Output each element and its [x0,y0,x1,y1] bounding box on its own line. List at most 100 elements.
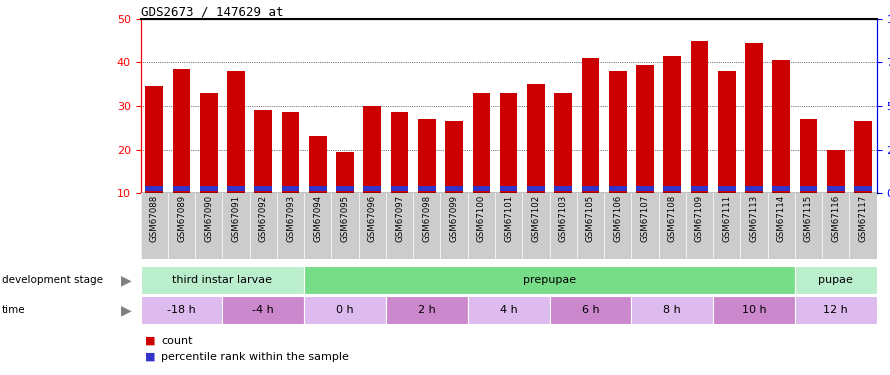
Bar [473,186,490,191]
Text: ■: ■ [145,336,156,345]
Bar [718,71,735,237]
Bar [827,186,845,191]
Bar [255,186,272,191]
Bar [222,296,304,324]
Bar [473,93,490,237]
Text: GSM67097: GSM67097 [395,195,404,242]
Text: 10 h: 10 h [741,305,766,315]
Text: prepupae: prepupae [523,275,576,285]
Text: GSM67092: GSM67092 [259,195,268,242]
Bar [255,110,272,237]
Text: GSM67096: GSM67096 [368,195,376,242]
Text: development stage: development stage [2,275,102,285]
Bar [609,186,627,191]
Bar [304,266,795,294]
Bar [304,296,386,324]
Bar [309,136,327,237]
Bar [609,71,627,237]
Text: GSM67115: GSM67115 [804,195,813,242]
Bar [581,58,599,237]
Text: pupae: pupae [818,275,854,285]
Bar [145,186,163,191]
Text: 8 h: 8 h [663,305,681,315]
Bar [718,186,735,191]
Bar [631,296,713,324]
Bar [309,186,327,191]
Bar [200,93,218,237]
Bar [227,71,245,237]
Text: GSM67091: GSM67091 [231,195,240,242]
Bar [854,121,872,237]
Bar [173,69,190,237]
Bar [799,186,817,191]
Bar [391,186,409,191]
Bar [795,266,877,294]
Text: GSM67093: GSM67093 [286,195,295,242]
Text: GSM67098: GSM67098 [423,195,432,242]
Bar [227,186,245,191]
Text: GSM67107: GSM67107 [641,195,650,242]
Bar [854,186,872,191]
Bar [386,296,468,324]
Text: 4 h: 4 h [500,305,517,315]
Bar [418,186,436,191]
Text: GSM67109: GSM67109 [695,195,704,242]
Text: GSM67102: GSM67102 [531,195,540,242]
Text: ▶: ▶ [121,273,132,287]
Bar [549,296,631,324]
Bar [391,112,409,237]
Bar [636,64,654,237]
Text: third instar larvae: third instar larvae [173,275,272,285]
Bar [691,40,708,237]
Bar [445,121,463,237]
Text: 2 h: 2 h [418,305,436,315]
Text: GSM67116: GSM67116 [831,195,840,242]
Text: GSM67088: GSM67088 [150,195,158,242]
Text: 0 h: 0 h [336,305,354,315]
Bar [827,150,845,237]
Bar [500,93,517,237]
Bar [527,84,545,237]
Bar [173,186,190,191]
Text: percentile rank within the sample: percentile rank within the sample [161,352,349,362]
Bar [527,186,545,191]
Bar [773,186,790,191]
Text: 12 h: 12 h [823,305,848,315]
Text: GSM67113: GSM67113 [749,195,758,242]
Text: GSM67089: GSM67089 [177,195,186,242]
Bar [336,152,354,237]
Text: GSM67099: GSM67099 [449,195,458,242]
Text: GSM67090: GSM67090 [205,195,214,242]
Bar [745,43,763,237]
Bar [663,186,681,191]
Bar [663,56,681,237]
Bar [445,186,463,191]
Text: ▶: ▶ [121,303,132,317]
Text: GSM67111: GSM67111 [722,195,732,242]
Bar [282,186,299,191]
Text: count: count [161,336,192,345]
Text: ■: ■ [145,352,156,362]
Text: -18 h: -18 h [167,305,196,315]
Bar [691,186,708,191]
Bar [581,186,599,191]
Text: GSM67117: GSM67117 [859,195,868,242]
Bar [282,112,299,237]
Text: time: time [2,305,26,315]
Bar [418,119,436,237]
Bar [795,296,877,324]
Bar [141,266,304,294]
Bar [799,119,817,237]
Text: -4 h: -4 h [253,305,274,315]
Text: 6 h: 6 h [581,305,599,315]
Bar [745,186,763,191]
Bar [145,86,163,237]
Text: GSM67106: GSM67106 [613,195,622,242]
Bar [363,106,381,237]
Text: GSM67108: GSM67108 [668,195,676,242]
Bar [554,186,572,191]
Bar [141,296,222,324]
Text: GDS2673 / 147629_at: GDS2673 / 147629_at [141,4,283,18]
Text: GSM67105: GSM67105 [586,195,595,242]
Bar [336,186,354,191]
